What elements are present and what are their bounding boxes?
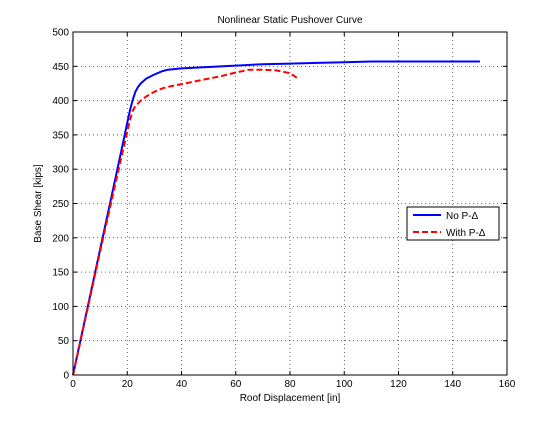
grid [73, 32, 507, 375]
legend-box [406, 206, 500, 241]
y-tick-label: 200 [52, 233, 69, 244]
y-tick-label: 300 [52, 165, 69, 176]
chart-title: Nonlinear Static Pushover Curve [217, 15, 363, 26]
x-tick-label: 160 [499, 379, 516, 390]
legend: No P-Δ With P-Δ [406, 206, 500, 241]
x-tick-label: 0 [70, 379, 76, 390]
y-tick-label: 0 [63, 371, 69, 382]
legend-label-no-p-delta: No P-Δ [446, 211, 479, 222]
y-tick-label: 350 [52, 130, 69, 141]
x-tick-label: 20 [122, 379, 134, 390]
x-tick-label: 80 [284, 379, 296, 390]
y-tick-label: 250 [52, 199, 69, 210]
y-tick-label: 400 [52, 96, 69, 107]
y-tick-label: 450 [52, 62, 69, 73]
y-tick-label: 100 [52, 302, 69, 313]
y-tick-label: 150 [52, 268, 69, 279]
series-layer [72, 60, 480, 376]
series-line-with-p-delta [72, 68, 299, 376]
x-tick-label: 120 [390, 379, 407, 390]
x-axis-label: Roof Displacement [in] [240, 393, 341, 404]
x-tick-label: 100 [336, 379, 353, 390]
series-line-no-p-delta [72, 60, 480, 376]
x-tick-label: 40 [176, 379, 188, 390]
y-tick-label: 50 [58, 336, 70, 347]
legend-label-with-p-delta: With P-Δ [446, 228, 486, 239]
x-tick-label: 60 [230, 379, 242, 390]
ticks: 0 20 40 60 80 100 120 140 160 0 50 100 150 200 250 300 3… [52, 28, 515, 391]
y-tick-label: 500 [52, 28, 69, 39]
x-tick-label: 140 [444, 379, 461, 390]
y-axis-label: Base Shear [kips] [33, 164, 44, 243]
